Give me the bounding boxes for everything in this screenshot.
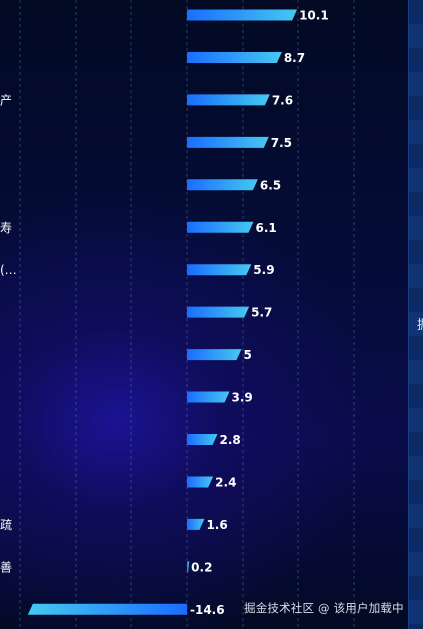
bar[interactable]	[187, 136, 269, 148]
bar[interactable]	[187, 51, 282, 63]
data-label: 0.2	[191, 560, 212, 574]
data-label: 1.6	[206, 518, 227, 532]
category-label: 寿	[0, 221, 12, 235]
category-label: 疏	[0, 517, 12, 532]
data-label: 5	[244, 348, 252, 362]
chart-area: 10.1 8.7 7.6 产 7.5 6.5 6.1 寿 5.9 (… 5.7 5 3.9 2.8 2.4 1…	[0, 0, 408, 629]
bar[interactable]	[187, 476, 214, 488]
data-label: 7.6	[272, 93, 293, 107]
category-label: 产	[0, 93, 12, 107]
data-label: 8.7	[284, 51, 305, 65]
bar[interactable]	[187, 179, 258, 191]
bar[interactable]	[187, 264, 252, 276]
bar[interactable]	[187, 306, 250, 318]
watermark: 掘金技术社区 @ 该用户加载中	[244, 601, 404, 615]
data-label: 3.9	[232, 391, 253, 405]
data-label: 5.9	[253, 263, 274, 277]
category-label: (…	[0, 263, 17, 277]
data-label: 2.8	[220, 433, 241, 447]
bar[interactable]	[187, 391, 230, 403]
data-label: 10.1	[299, 9, 329, 23]
bar[interactable]	[187, 561, 190, 573]
data-label: -14.6	[190, 603, 225, 617]
data-label: 2.4	[215, 475, 236, 489]
bar[interactable]	[187, 9, 298, 21]
bar[interactable]	[187, 221, 254, 233]
bar[interactable]	[187, 349, 242, 361]
bar-chart: 10.1 8.7 7.6 产 7.5 6.5 6.1 寿 5.9 (… 5.7 5 3.9 2.8 2.4 1…	[0, 0, 355, 629]
bar[interactable]	[187, 94, 270, 106]
bar[interactable]	[187, 518, 205, 530]
data-label: 6.5	[260, 178, 281, 192]
category-label: 善	[0, 559, 12, 574]
bar[interactable]	[27, 603, 187, 615]
data-label: 5.7	[251, 306, 272, 320]
data-label: 7.5	[271, 136, 292, 150]
bar[interactable]	[187, 434, 218, 445]
right-panel-edge-text: 掘	[417, 314, 423, 333]
right-panel: 掘	[408, 0, 423, 629]
data-label: 6.1	[255, 221, 276, 235]
